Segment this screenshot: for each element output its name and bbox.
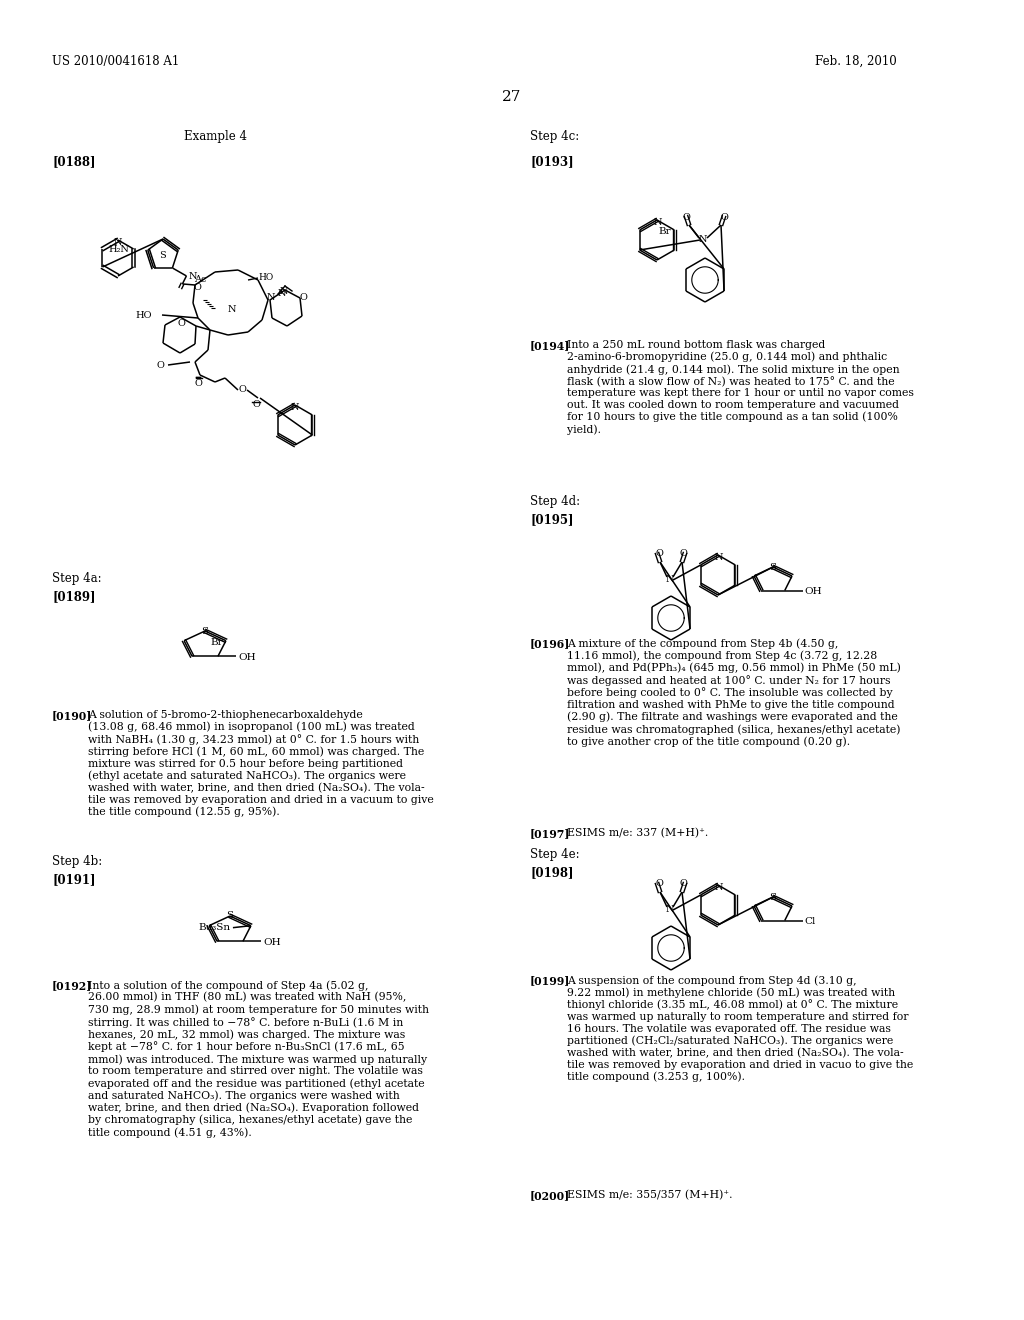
Text: Step 4e:: Step 4e:	[530, 847, 580, 861]
Text: O: O	[156, 360, 164, 370]
Text: [0191]: [0191]	[52, 873, 95, 886]
Text: N: N	[280, 286, 288, 296]
Text: S: S	[160, 251, 166, 260]
Text: A suspension of the compound from Step 4d (3.10 g,
9.22 mmol) in methylene chlor: A suspension of the compound from Step 4…	[567, 975, 913, 1082]
Text: [0199]: [0199]	[530, 975, 570, 986]
Text: O: O	[195, 379, 202, 388]
Text: N: N	[715, 553, 723, 562]
Text: N: N	[188, 272, 197, 281]
Text: O: O	[252, 400, 260, 409]
Text: [0193]: [0193]	[530, 154, 573, 168]
Text: S: S	[769, 892, 776, 902]
Text: HO: HO	[258, 273, 273, 282]
Text: US 2010/0041618 A1: US 2010/0041618 A1	[52, 55, 179, 69]
Text: OH: OH	[263, 937, 281, 946]
Text: OH: OH	[805, 587, 822, 597]
Text: N: N	[291, 403, 299, 412]
Text: Example 4: Example 4	[183, 129, 247, 143]
Text: ESIMS m/e: 355/357 (M+H)⁺.: ESIMS m/e: 355/357 (M+H)⁺.	[567, 1191, 732, 1200]
Text: H₂N: H₂N	[109, 244, 130, 253]
Text: N: N	[227, 305, 237, 314]
Text: O: O	[682, 213, 690, 222]
Text: [0196]: [0196]	[530, 638, 570, 649]
Text: Feb. 18, 2010: Feb. 18, 2010	[815, 55, 897, 69]
Text: N: N	[666, 906, 674, 915]
Text: ESIMS m/e: 337 (M+H)⁺.: ESIMS m/e: 337 (M+H)⁺.	[567, 828, 709, 838]
Text: Into a 250 mL round bottom flask was charged
2-amino-6-bromopyridine (25.0 g, 0.: Into a 250 mL round bottom flask was cha…	[567, 341, 913, 434]
Text: Step 4c:: Step 4c:	[530, 129, 580, 143]
Text: N: N	[666, 576, 674, 585]
Text: O: O	[679, 879, 687, 888]
Text: Bu₃Sn: Bu₃Sn	[199, 923, 231, 932]
Text: S: S	[226, 912, 233, 920]
Text: [0195]: [0195]	[530, 513, 573, 525]
Text: Cl: Cl	[805, 917, 816, 927]
Text: [0194]: [0194]	[530, 341, 570, 351]
Text: A mixture of the compound from Step 4b (4.50 g,
11.16 mmol), the compound from S: A mixture of the compound from Step 4b (…	[567, 638, 901, 747]
Text: Br: Br	[658, 227, 672, 236]
Text: N: N	[114, 238, 122, 247]
Text: S: S	[202, 627, 209, 635]
Text: O: O	[679, 549, 687, 558]
Text: Step 4b:: Step 4b:	[52, 855, 102, 869]
Text: N: N	[267, 293, 275, 302]
Text: Br: Br	[210, 638, 223, 647]
Text: N: N	[715, 883, 723, 892]
Text: O: O	[300, 293, 308, 301]
Text: N: N	[653, 218, 663, 227]
Text: A solution of 5-bromo-2-thiophenecarboxaldehyde
(13.08 g, 68.46 mmol) in isoprop: A solution of 5-bromo-2-thiophenecarboxa…	[88, 710, 434, 817]
Text: [0197]: [0197]	[530, 828, 570, 840]
Text: O: O	[238, 385, 246, 395]
Text: [0188]: [0188]	[52, 154, 95, 168]
Text: N: N	[698, 235, 708, 244]
Text: N: N	[278, 289, 287, 298]
Text: OH: OH	[238, 653, 256, 661]
Text: O: O	[655, 549, 663, 558]
Text: Step 4d:: Step 4d:	[530, 495, 581, 508]
Text: [0200]: [0200]	[530, 1191, 570, 1201]
Text: Step 4a:: Step 4a:	[52, 572, 101, 585]
Text: O: O	[177, 319, 185, 327]
Text: O: O	[655, 879, 663, 888]
Text: O: O	[720, 213, 728, 222]
Text: HO: HO	[135, 310, 152, 319]
Text: O: O	[194, 284, 201, 293]
Text: S: S	[769, 562, 776, 572]
Text: [0192]: [0192]	[52, 979, 92, 991]
Text: [0198]: [0198]	[530, 866, 573, 879]
Text: [0190]: [0190]	[52, 710, 92, 721]
Text: Into a solution of the compound of Step 4a (5.02 g,
26.00 mmol) in THF (80 mL) w: Into a solution of the compound of Step …	[88, 979, 429, 1138]
Text: 27: 27	[503, 90, 521, 104]
Text: [0189]: [0189]	[52, 590, 95, 603]
Text: Ac: Ac	[195, 276, 207, 284]
